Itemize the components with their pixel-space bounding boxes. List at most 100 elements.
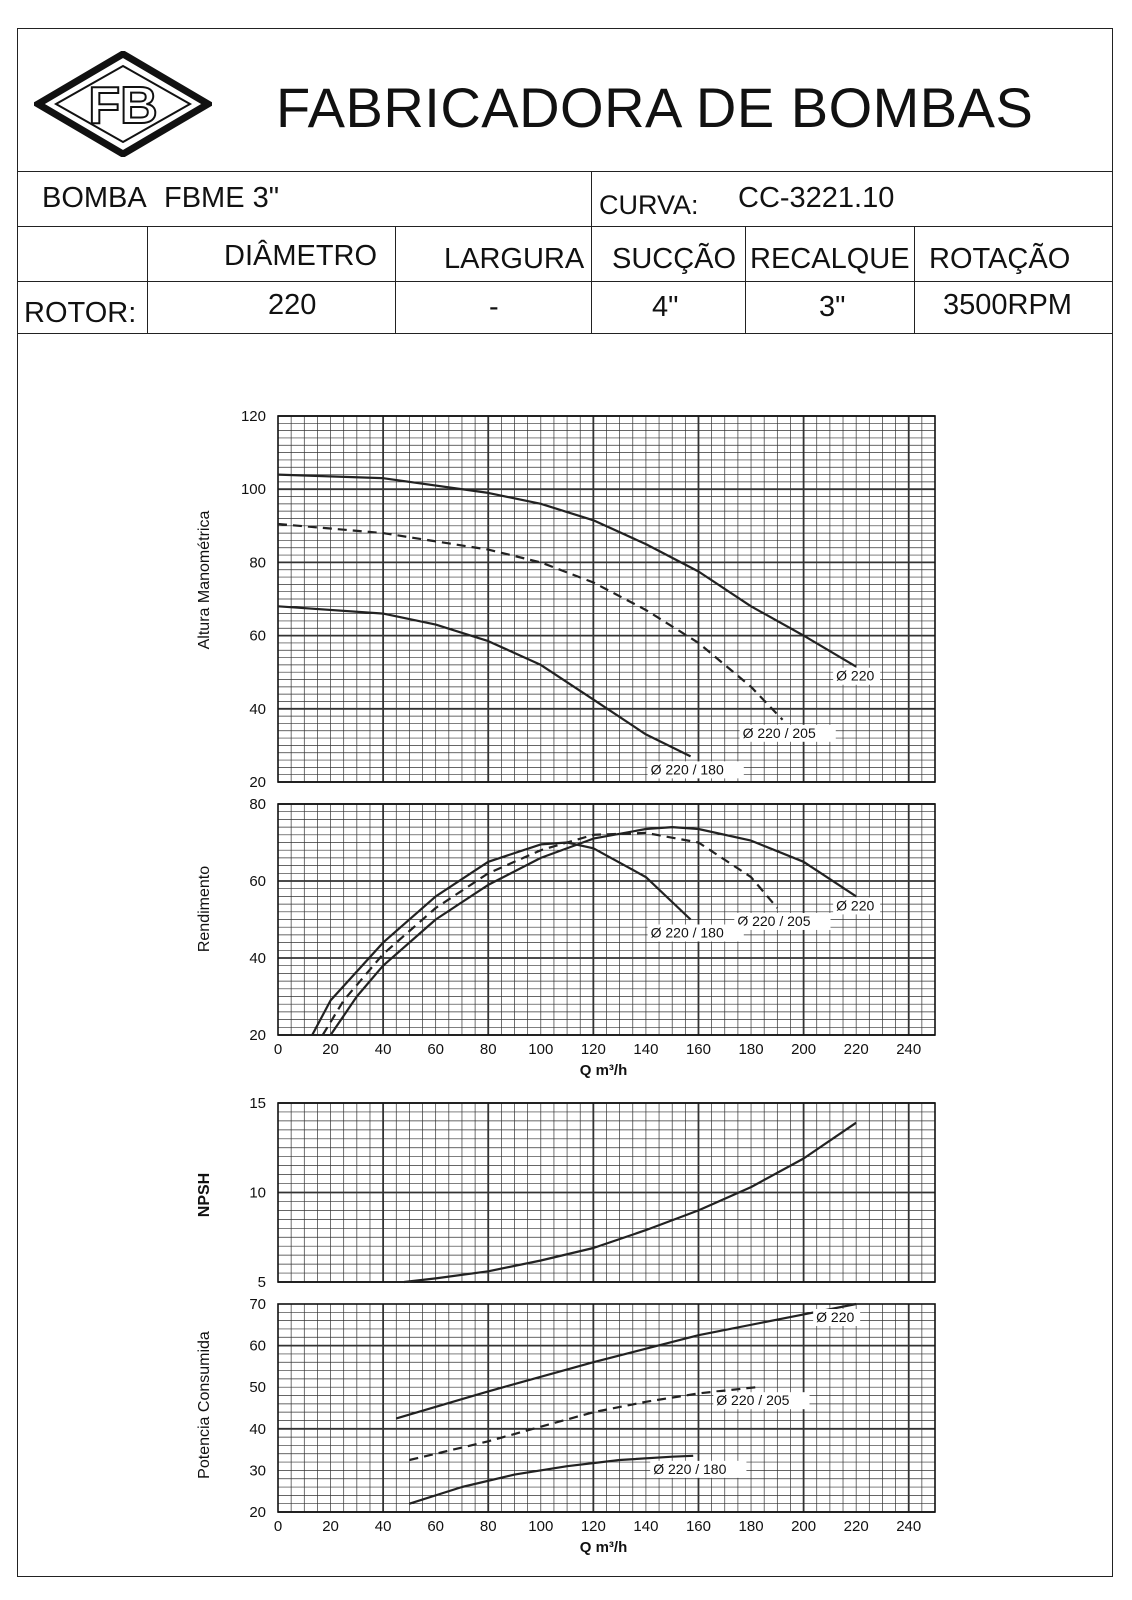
header-succao: SUCÇÃO — [612, 243, 737, 275]
x-tick-label: 120 — [581, 1041, 606, 1058]
series-line — [321, 831, 779, 1036]
company-name: FABRICADORA DE BOMBAS — [276, 76, 1034, 139]
series-label: Ø 220 — [836, 897, 874, 913]
y-tick-label: 5 — [258, 1274, 266, 1291]
y-tick-label: 40 — [249, 1421, 266, 1438]
x-axis-label: Q m³/h — [580, 1539, 628, 1556]
series-line — [277, 473, 857, 668]
x-tick-label: 180 — [739, 1518, 764, 1535]
y-tick-label: 10 — [249, 1185, 266, 1202]
series-label-bg — [734, 912, 831, 930]
y-axis-label: Altura Manométrica — [196, 511, 213, 650]
x-tick-label: 20 — [322, 1518, 339, 1535]
series-label-bg — [833, 897, 881, 915]
series-line — [329, 826, 857, 1036]
table-divider — [18, 226, 1112, 227]
y-tick-label: 80 — [249, 554, 266, 571]
series-line — [311, 841, 692, 1036]
x-tick-label: 120 — [581, 1518, 606, 1535]
bomba-label: BOMBA — [42, 182, 147, 214]
y-tick-label: 60 — [249, 873, 266, 890]
x-tick-label: 220 — [844, 1041, 869, 1058]
series-line — [403, 1121, 857, 1284]
y-tick-label: 80 — [249, 796, 266, 813]
table-divider — [591, 172, 592, 333]
plot-frame — [277, 1102, 936, 1283]
series-label: Ø 220 — [816, 1309, 854, 1325]
y-tick-label: 20 — [249, 774, 266, 791]
y-tick-label: 30 — [249, 1462, 266, 1479]
series-label-bg — [813, 1309, 861, 1326]
table-divider — [395, 226, 396, 333]
rotor-label: ROTOR: — [24, 297, 137, 329]
x-tick-label: 160 — [686, 1518, 711, 1535]
x-tick-label: 200 — [791, 1518, 816, 1535]
fb-logo: FB — [34, 51, 212, 157]
series-line — [395, 1302, 857, 1420]
x-tick-label: 0 — [274, 1518, 282, 1535]
value-diametro: 220 — [268, 289, 317, 321]
y-tick-label: 70 — [249, 1296, 266, 1313]
value-recalque: 3" — [819, 291, 846, 323]
x-tick-label: 100 — [528, 1518, 553, 1535]
y-tick-label: 120 — [241, 408, 266, 425]
y-axis-label: NPSH — [196, 1173, 213, 1217]
header: FB FABRICADORA DE BOMBAS — [18, 29, 1112, 172]
x-tick-label: 40 — [375, 1518, 392, 1535]
x-tick-label: 80 — [480, 1518, 497, 1535]
series-label-bg — [647, 924, 744, 942]
series-label-bg — [739, 724, 836, 742]
x-tick-label: 160 — [686, 1041, 711, 1058]
y-tick-label: 50 — [249, 1379, 266, 1396]
x-tick-label: 0 — [274, 1041, 282, 1058]
curva-label: CURVA: — [599, 190, 699, 220]
x-tick-label: 60 — [427, 1518, 444, 1535]
plot-frame — [277, 415, 936, 783]
y-tick-label: 40 — [249, 701, 266, 718]
table-divider — [18, 333, 1112, 334]
x-tick-label: 60 — [427, 1041, 444, 1058]
series-line — [277, 605, 692, 758]
value-rotacao: 3500RPM — [943, 289, 1072, 321]
y-tick-label: 40 — [249, 950, 266, 967]
series-label-bg — [647, 761, 744, 779]
y-tick-label: 20 — [249, 1027, 266, 1044]
series-label: Ø 220 / 180 — [651, 925, 724, 941]
logo-diamond-inner — [53, 64, 193, 144]
series-label-bg — [713, 1392, 810, 1410]
series-line — [409, 1386, 757, 1462]
table-divider — [147, 226, 148, 333]
x-tick-label: 100 — [528, 1041, 553, 1058]
series-label: Ø 220 / 180 — [653, 1461, 726, 1477]
x-tick-label: 20 — [322, 1041, 339, 1058]
logo-text: FB — [88, 77, 157, 135]
x-tick-label: 180 — [739, 1041, 764, 1058]
value-largura: - — [489, 291, 499, 323]
y-axis-label: Rendimento — [196, 866, 213, 952]
curva-value: CC-3221.10 — [738, 182, 895, 214]
value-succao: 4" — [652, 291, 679, 323]
series-label: Ø 220 / 205 — [737, 913, 810, 929]
series-line — [409, 1454, 694, 1505]
series-label-bg — [833, 667, 881, 685]
y-tick-label: 60 — [249, 1338, 266, 1355]
y-tick-label: 60 — [249, 628, 266, 645]
x-axis-label: Q m³/h — [580, 1062, 628, 1079]
y-axis-label: Potencia Consumida — [196, 1331, 213, 1479]
series-label-bg — [650, 1460, 747, 1478]
table-divider — [914, 226, 915, 333]
x-tick-label: 220 — [844, 1518, 869, 1535]
x-tick-label: 80 — [480, 1041, 497, 1058]
series-label: Ø 220 / 180 — [651, 761, 724, 777]
y-tick-label: 15 — [249, 1095, 266, 1112]
logo-diamond-outer — [34, 51, 212, 157]
bomba-value: FBME 3" — [164, 182, 280, 214]
x-tick-label: 40 — [375, 1041, 392, 1058]
header-largura: LARGURA — [444, 243, 585, 275]
y-tick-label: 20 — [249, 1504, 266, 1521]
x-tick-label: 240 — [896, 1041, 921, 1058]
series-label: Ø 220 / 205 — [743, 725, 816, 741]
x-tick-label: 240 — [896, 1518, 921, 1535]
table-divider — [18, 281, 1112, 282]
series-label: Ø 220 / 205 — [716, 1392, 789, 1408]
